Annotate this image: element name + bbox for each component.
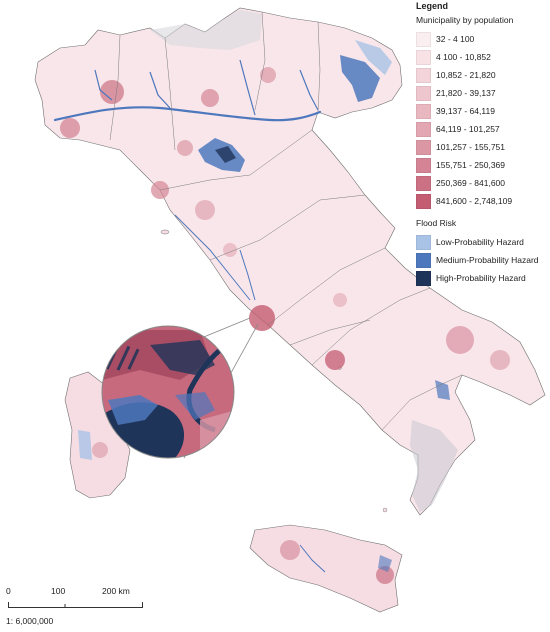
calabria-dense-area (410, 420, 458, 512)
rome-inset-detail (101, 325, 235, 459)
legend-swatch (416, 194, 431, 209)
legend-label: 155,751 - 250,369 (436, 160, 506, 171)
legend-swatch (416, 32, 431, 47)
flood-class-row: High-Probability Hazard (416, 269, 548, 287)
legend-label: Medium-Probability Hazard (436, 254, 539, 265)
flood-legend-list: Low-Probability Hazard Medium-Probabilit… (416, 233, 548, 287)
scale-label-100: 100 (51, 586, 66, 596)
lipari-island (382, 507, 388, 513)
population-class-row: 21,820 - 39,137 (416, 85, 548, 103)
population-class-row: 250,369 - 841,600 (416, 175, 548, 193)
legend-swatch (416, 104, 431, 119)
legend-label: 21,820 - 39,137 (436, 88, 496, 99)
legend-label: High-Probability Hazard (436, 272, 526, 283)
population-class-row: 4 100 - 10,852 (416, 49, 548, 67)
legend-title: Legend (416, 1, 449, 11)
legend-swatch (416, 50, 431, 65)
legend-swatch (416, 176, 431, 191)
population-class-row: 155,751 - 250,369 (416, 157, 548, 175)
scale-label-0: 0 (6, 586, 11, 596)
flood-class-row: Medium-Probability Hazard (416, 251, 548, 269)
legend-swatch (416, 270, 431, 286)
flood-hazard-areas (53, 40, 450, 573)
legend-label: 64,119 - 101,257 (436, 124, 500, 135)
legend-label: 10,852 - 21,820 (436, 70, 496, 81)
mainland-italy (34, 7, 546, 516)
legend-label: 250,369 - 841,600 (436, 178, 506, 189)
scale-label-200: 200 km (102, 586, 130, 596)
legend-label: 841,600 - 2,748,109 (436, 196, 513, 207)
legend-swatch (416, 252, 431, 268)
legend-swatch (416, 86, 431, 101)
flood-legend-title: Flood Risk (416, 217, 457, 228)
population-class-row: 32 - 4 100 (416, 31, 548, 49)
population-legend-title: Municipality by population (416, 15, 514, 25)
scale-ratio: 1: 6,000,000 (6, 616, 54, 626)
population-legend-list: 32 - 4 100 4 100 - 10,852 10,852 - 21,82… (416, 31, 548, 211)
legend-swatch (416, 68, 431, 83)
population-class-row: 841,600 - 2,748,109 (416, 193, 548, 211)
flood-class-row: Low-Probability Hazard (416, 233, 548, 251)
legend-swatch (416, 122, 431, 137)
legend-label: Low-Probability Hazard (436, 236, 524, 247)
legend-label: 39,137 - 64,119 (436, 106, 495, 117)
legend-swatch (416, 158, 431, 173)
legend-swatch (416, 234, 431, 250)
map-legend: Legend Municipality by population 32 - 4… (416, 2, 548, 287)
legend-label: 32 - 4 100 (436, 34, 475, 45)
scale-bar: 0 100 200 km 1: 6,000,000 (6, 586, 166, 626)
population-class-row: 64,119 - 101,257 (416, 121, 548, 139)
legend-swatch (416, 140, 431, 155)
alps-grey-area (150, 10, 262, 50)
regional-boundaries (109, 11, 463, 431)
legend-label: 101,257 - 155,751 (436, 142, 506, 153)
elba-island (160, 229, 170, 235)
population-class-row: 101,257 - 155,751 (416, 139, 548, 157)
scale-line (8, 602, 143, 608)
population-class-row: 39,137 - 64,119 (416, 103, 548, 121)
legend-label: 4 100 - 10,852 (436, 52, 491, 63)
population-class-row: 10,852 - 21,820 (416, 67, 548, 85)
